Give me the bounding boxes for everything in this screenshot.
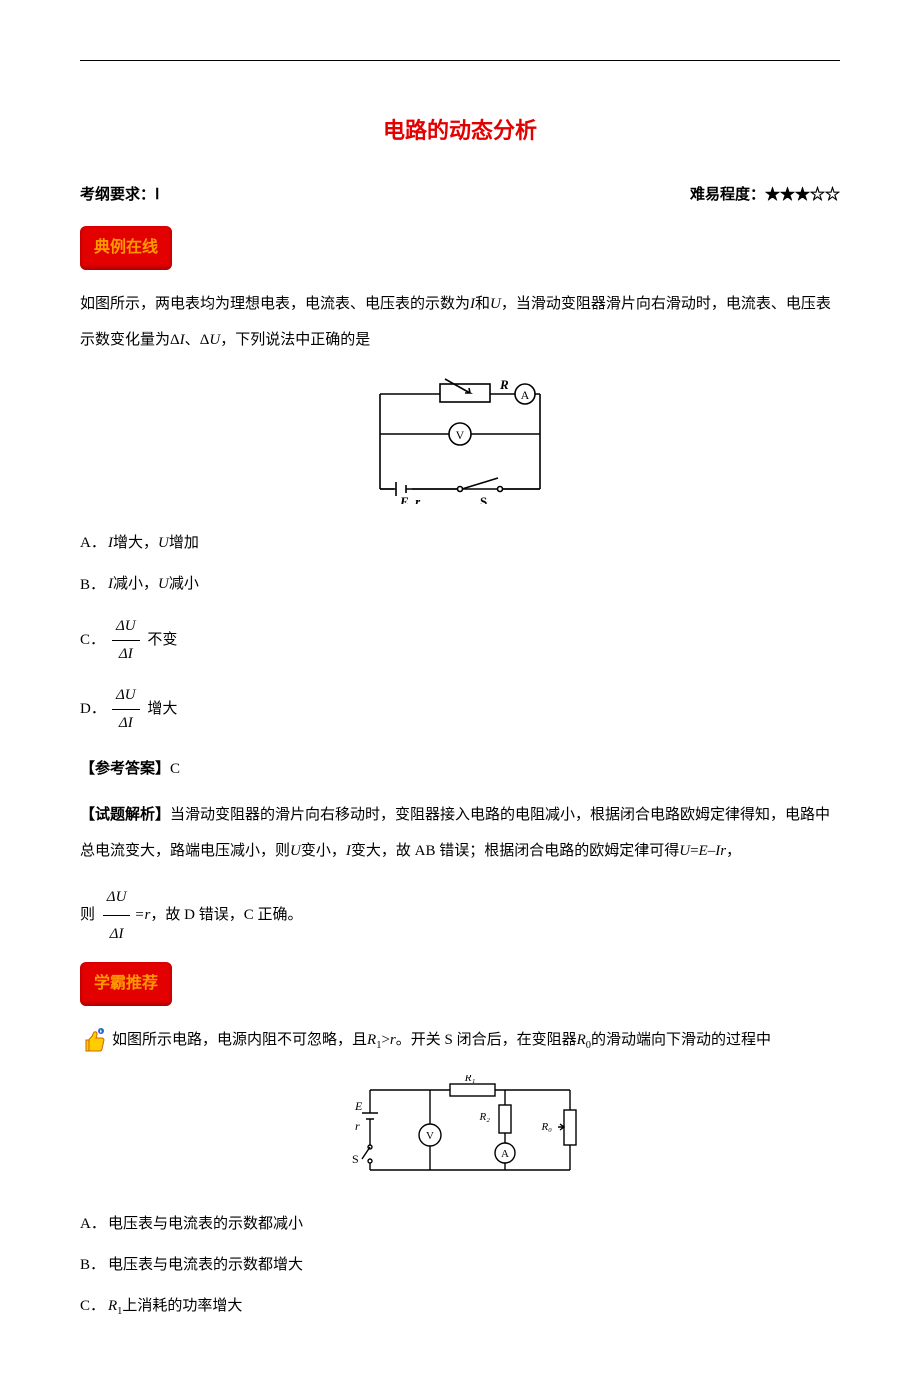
ana-6: ， xyxy=(726,843,741,859)
p1-d1: Δ xyxy=(170,332,180,348)
ana-7: 则 xyxy=(80,906,95,922)
p2-opta-label: A． xyxy=(80,1211,108,1238)
p1-stem-d: 、 xyxy=(185,332,200,348)
p1-optc-tail: 不变 xyxy=(144,631,178,647)
ana-u2: U xyxy=(679,843,690,859)
figure2: E r S R₁ V R₂ A R₀ xyxy=(80,1075,840,1195)
meta-left-value: Ⅰ xyxy=(155,186,159,203)
p2-gt: > xyxy=(381,1032,389,1048)
p1-opta-1: 增大， xyxy=(113,535,158,551)
p2-opt-c: C．R1上消耗的功率增大 xyxy=(80,1293,840,1322)
ana-2: 变小， xyxy=(301,843,346,859)
ana-u: U xyxy=(290,843,301,859)
thumbs-up-icon xyxy=(80,1027,108,1055)
fig2-r0: R₀ xyxy=(540,1121,552,1133)
p2-r0: R xyxy=(577,1032,586,1048)
p1-opt-d: D．ΔUΔI 增大 xyxy=(80,682,840,737)
fig1-r-label: R xyxy=(499,377,509,392)
p1-opta-u: U xyxy=(158,535,169,551)
p1-opt-c: C．ΔUΔI 不变 xyxy=(80,613,840,668)
p1-optc-label: C． xyxy=(80,627,108,654)
answer-label: 【参考答案】 xyxy=(80,760,170,777)
example-badge: 典例在线 xyxy=(80,226,172,271)
p2-opt-a: A．电压表与电流表的示数都减小 xyxy=(80,1211,840,1238)
analysis-label: 【试题解析】 xyxy=(80,806,170,823)
fig2-r1: R₁ xyxy=(464,1075,476,1084)
meta-right-value: ★★★☆☆ xyxy=(765,186,840,203)
p1-opt-a: A．I增大，U增加 xyxy=(80,530,840,557)
p1-optd-den: ΔI xyxy=(112,710,140,737)
meta-right: 难易程度：★★★☆☆ xyxy=(690,181,840,208)
recommend-badge: 学霸推荐 xyxy=(80,962,172,1007)
fig1-a-label: A xyxy=(521,388,530,402)
ana-4: = xyxy=(690,843,698,859)
meta-row: 考纲要求：Ⅰ 难易程度：★★★☆☆ xyxy=(80,181,840,208)
p1-answer: 【参考答案】C xyxy=(80,751,840,787)
ana-frac-num: ΔU xyxy=(103,879,131,916)
p1-du: U xyxy=(209,332,220,348)
top-rule xyxy=(80,60,840,61)
ana-frac: ΔUΔI xyxy=(103,879,131,952)
p1-optd-label: D． xyxy=(80,696,108,723)
p2-opt-b: B．电压表与电流表的示数都增大 xyxy=(80,1252,840,1279)
p1-analysis: 【试题解析】当滑动变阻器的滑片向右移动时，变阻器接入电路的电阻减小，根据闭合电路… xyxy=(80,797,840,869)
p1-opt-b: B．I减小，U减小 xyxy=(80,571,840,598)
p1-d2: Δ xyxy=(200,332,210,348)
p1-optb-label: B． xyxy=(80,572,108,599)
circuit-diagram-2: E r S R₁ V R₂ A R₀ xyxy=(330,1075,590,1185)
fig1-v-label: V xyxy=(456,428,465,442)
problem2-stem: 如图所示电路，电源内阻不可忽略，且R1>r。开关 S 闭合后，在变阻器R0的滑动… xyxy=(80,1022,840,1058)
fig2-e: E xyxy=(354,1099,363,1113)
p1-optb-u: U xyxy=(158,576,169,592)
p2-optc-label: C． xyxy=(80,1293,108,1320)
ana-8: ，故 D 错误，C 正确。 xyxy=(150,906,302,922)
p1-optc-num: ΔU xyxy=(112,613,140,641)
p2-optc-text: 上消耗的功率增大 xyxy=(122,1298,242,1314)
p1-stem-e: ，下列说法中正确的是 xyxy=(220,332,370,348)
p1-stem-b: 和 xyxy=(475,296,490,312)
fig2-r2: R₂ xyxy=(478,1111,490,1123)
fig2-a: A xyxy=(501,1148,509,1160)
p2-optb-text: 电压表与电流表的示数都增大 xyxy=(108,1257,303,1273)
p1-optc-den: ΔI xyxy=(112,641,140,668)
ana-3: 变大，故 AB 错误；根据闭合电路的欧姆定律可得 xyxy=(351,843,679,859)
fig1-s-label: S xyxy=(480,494,487,504)
fig2-v: V xyxy=(426,1130,434,1142)
figure1: R A V E, r S xyxy=(80,374,840,514)
fig2-s: S xyxy=(352,1152,359,1166)
ana-eq-tail: =r xyxy=(134,906,150,922)
p1-optd-num: ΔU xyxy=(112,682,140,710)
ana-e: E xyxy=(699,843,708,859)
p1-optc-frac: ΔUΔI xyxy=(112,613,140,668)
p1-optd-tail: 增大 xyxy=(144,700,178,716)
p2-stem-b: 。开关 S 闭合后，在变阻器 xyxy=(396,1032,577,1048)
ana-ir: Ir xyxy=(715,843,726,859)
p1-analysis-2: 则 ΔUΔI=r，故 D 错误，C 正确。 xyxy=(80,879,840,952)
p1-var-u: U xyxy=(490,296,501,312)
circuit-diagram-1: R A V E, r S xyxy=(350,374,570,504)
p2-optb-label: B． xyxy=(80,1252,108,1279)
p2-stem-a: 如图所示电路，电源内阻不可忽略，且 xyxy=(112,1032,367,1048)
meta-right-label: 难易程度： xyxy=(690,186,765,203)
p2-optc-r1: R xyxy=(108,1298,117,1314)
p1-optb-2: 减小 xyxy=(169,576,199,592)
fig2-r: r xyxy=(355,1119,360,1133)
p2-opta-text: 电压表与电流表的示数都减小 xyxy=(108,1216,303,1232)
p1-opta-label: A． xyxy=(80,530,108,557)
p1-optb-1: 减小， xyxy=(113,576,158,592)
p1-stem-a: 如图所示，两电表均为理想电表，电流表、电压表的示数为 xyxy=(80,296,470,312)
p1-optd-frac: ΔUΔI xyxy=(112,682,140,737)
answer-value: C xyxy=(170,761,180,777)
p2-stem-c: 的滑动端向下滑动的过程中 xyxy=(591,1032,771,1048)
meta-left: 考纲要求：Ⅰ xyxy=(80,181,159,208)
p2-r1: R xyxy=(367,1032,376,1048)
p1-opta-2: 增加 xyxy=(169,535,199,551)
fig1-e-label: E, r xyxy=(399,494,421,504)
page-title: 电路的动态分析 xyxy=(80,111,840,151)
problem1-stem: 如图所示，两电表均为理想电表，电流表、电压表的示数为I和U，当滑动变阻器滑片向右… xyxy=(80,286,840,358)
meta-left-label: 考纲要求： xyxy=(80,186,155,203)
ana-frac-den: ΔI xyxy=(103,916,131,952)
